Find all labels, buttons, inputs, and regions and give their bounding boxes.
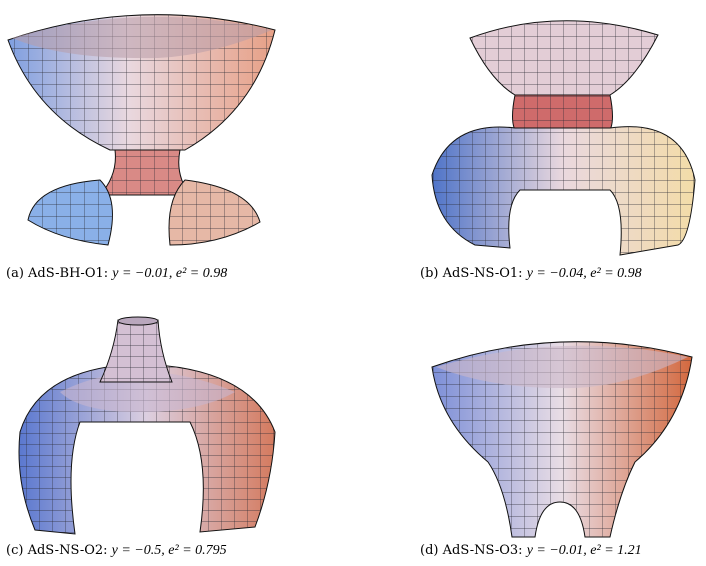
surface-a-image [7,14,276,246]
caption-d-equation: y = −0.01, e² = 1.21 [526,543,642,558]
panel-d [420,312,706,540]
caption-c-name: AdS-NS-O2: [27,543,108,558]
caption-d-name: AdS-NS-O3: [442,543,523,558]
panel-b [420,0,706,260]
caption-a-name: AdS-BH-O1: [28,266,109,281]
caption-a-label: (a) [6,266,24,281]
caption-c-label: (c) [6,543,24,558]
panel-c [0,312,290,540]
caption-a-equation: y = −0.01, e² = 0.98 [112,266,228,281]
caption-b-name: AdS-NS-O1: [442,266,523,281]
caption-b: (b) AdS-NS-O1: y = −0.04, e² = 0.98 [420,266,642,282]
surface-b-image [431,20,696,256]
caption-b-equation: y = −0.04, e² = 0.98 [526,266,642,281]
caption-c-equation: y = −0.5, e² = 0.795 [111,543,227,558]
surface-c-image [18,316,276,535]
caption-d: (d) AdS-NS-O3: y = −0.01, e² = 1.21 [420,543,642,559]
caption-b-label: (b) [420,266,439,281]
panel-a [0,0,290,250]
caption-a: (a) AdS-BH-O1: y = −0.01, e² = 0.98 [6,266,227,282]
surface-d-image [431,341,693,538]
caption-c: (c) AdS-NS-O2: y = −0.5, e² = 0.795 [6,543,227,559]
caption-d-label: (d) [420,543,439,558]
